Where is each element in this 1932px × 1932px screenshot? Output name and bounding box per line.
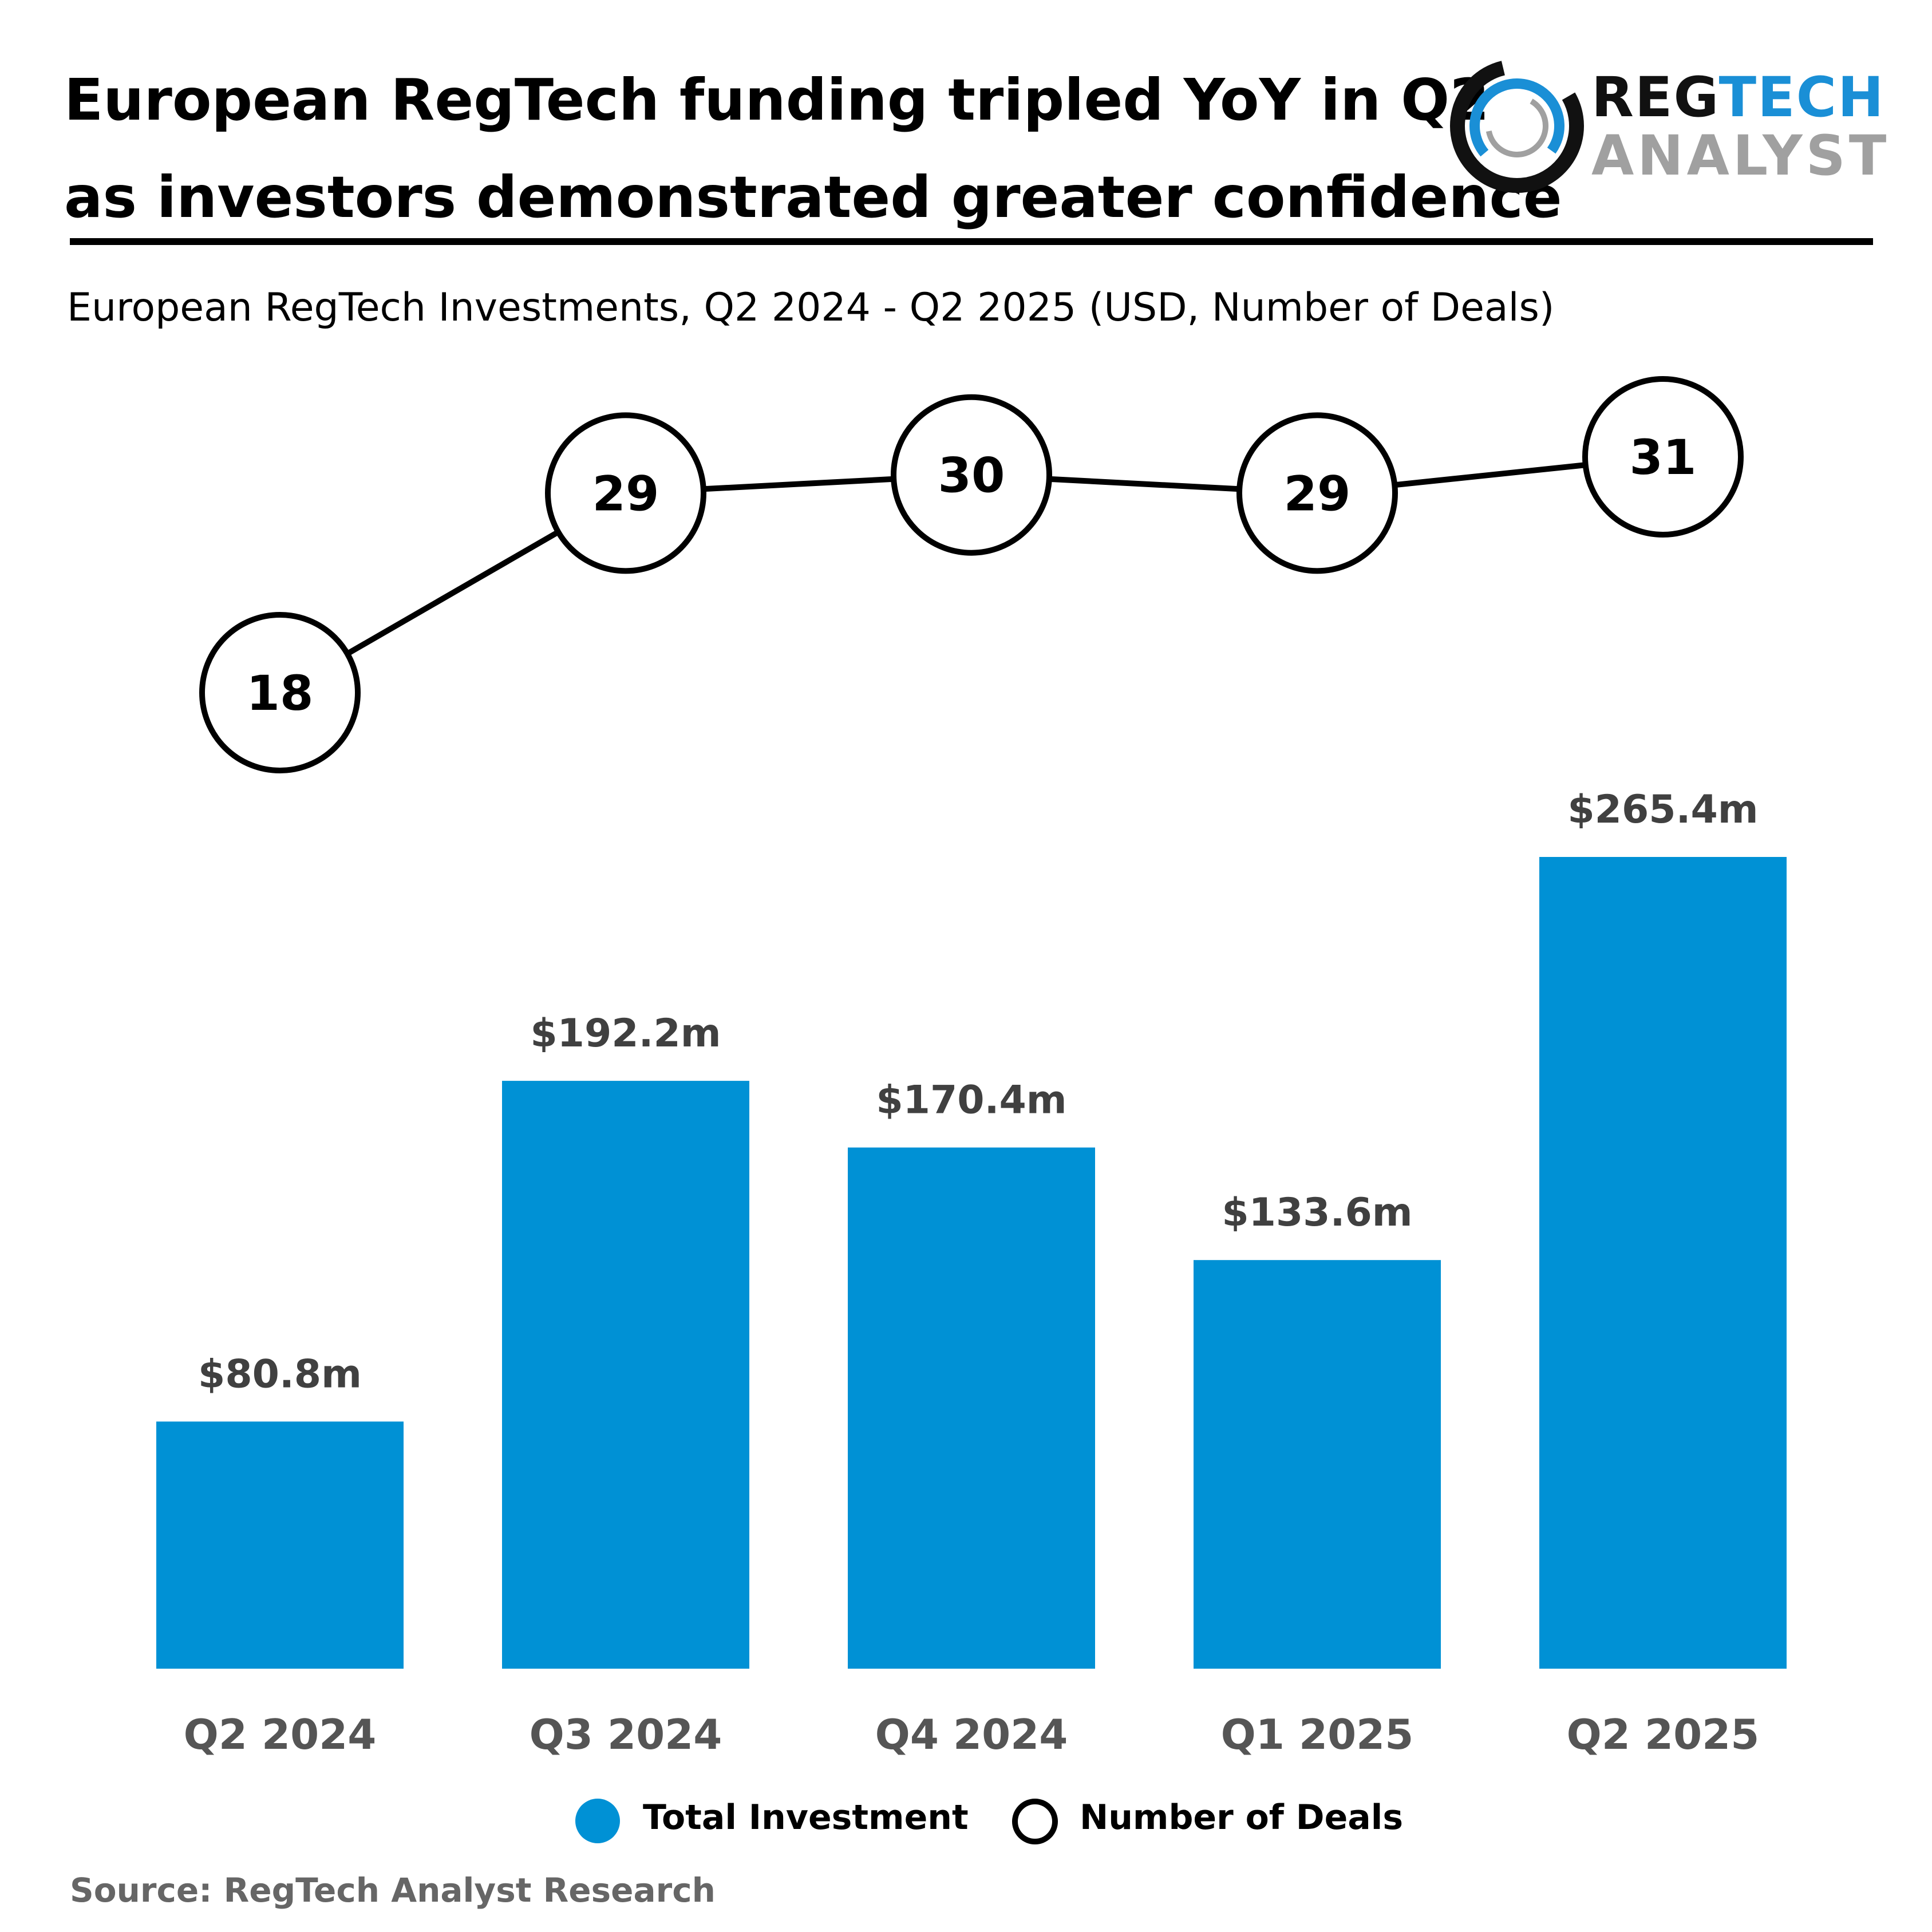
deals-marker-q2-2024 xyxy=(199,612,361,773)
header-divider xyxy=(70,238,1873,245)
title-line-2: as investors demonstrated greater confid… xyxy=(64,164,1562,231)
deals-value-q3-2024: 29 xyxy=(592,465,659,521)
title-line-1: European RegTech funding tripled YoY in … xyxy=(64,66,1490,133)
value-label-q2-2024: $80.8m xyxy=(198,1352,362,1397)
legend-investment-label: Total Investment xyxy=(643,1797,969,1838)
bars-layer xyxy=(156,857,1787,1669)
legend-investment-swatch-icon xyxy=(575,1799,620,1843)
value-label-q3-2024: $192.2m xyxy=(530,1011,721,1056)
value-label-q2-2025: $265.4m xyxy=(1567,787,1758,832)
deals-marker-q1-2025 xyxy=(1236,412,1398,574)
deals-marker-q3-2024 xyxy=(545,412,706,574)
bar-q1-2025 xyxy=(1194,1260,1441,1669)
deals-value-q4-2024: 30 xyxy=(938,448,1005,504)
legend-deals-label: Number of Deals xyxy=(1080,1797,1404,1838)
chart-subtitle: European RegTech Investments, Q2 2024 - … xyxy=(67,285,1555,330)
deals-value-q2-2025: 31 xyxy=(1630,429,1697,485)
logo-reg: REG xyxy=(1591,65,1719,129)
x-tick-label-q3-2024: Q3 2024 xyxy=(530,1710,722,1759)
x-tick-label-q2-2024: Q2 2024 xyxy=(184,1710,377,1759)
deals-marker-q2-2025 xyxy=(1582,376,1744,538)
x-tick-label-q1-2025: Q1 2025 xyxy=(1221,1710,1414,1759)
labels-layer: $80.8m Q2 2024 $192.2m Q3 2024 $170.4m Q4 202… xyxy=(184,787,1760,1759)
bar-q2-2024 xyxy=(156,1421,404,1669)
source-note: Source: RegTech Analyst Research xyxy=(70,1871,716,1910)
regtech-analyst-logo: REGTECH ANALYST xyxy=(1448,57,1886,195)
deals-value-q2-2024: 18 xyxy=(247,665,314,721)
deals-value-q1-2025: 29 xyxy=(1284,465,1351,521)
value-label-q4-2024: $170.4m xyxy=(876,1078,1066,1123)
logo-ring-icon xyxy=(1450,59,1584,193)
bar-q4-2024 xyxy=(848,1147,1095,1669)
bar-q2-2025 xyxy=(1539,857,1787,1669)
chart-title: European RegTech funding tripled YoY in … xyxy=(64,52,1562,246)
logo-tech: TECH xyxy=(1718,65,1885,129)
logo-wordmark-top: REGTECH xyxy=(1591,65,1884,129)
logo-wordmark-bottom: ANALYST xyxy=(1591,124,1890,188)
legend-deals-swatch-icon xyxy=(1012,1799,1058,1844)
x-tick-label-q2-2025: Q2 2025 xyxy=(1567,1710,1760,1759)
deals-line-layer: 18 29 30 29 31 xyxy=(199,376,1744,773)
x-tick-label-q4-2024: Q4 2024 xyxy=(875,1710,1068,1759)
deals-marker-q4-2024 xyxy=(891,394,1052,556)
value-label-q1-2025: $133.6m xyxy=(1222,1190,1412,1235)
bar-q3-2024 xyxy=(502,1081,749,1669)
